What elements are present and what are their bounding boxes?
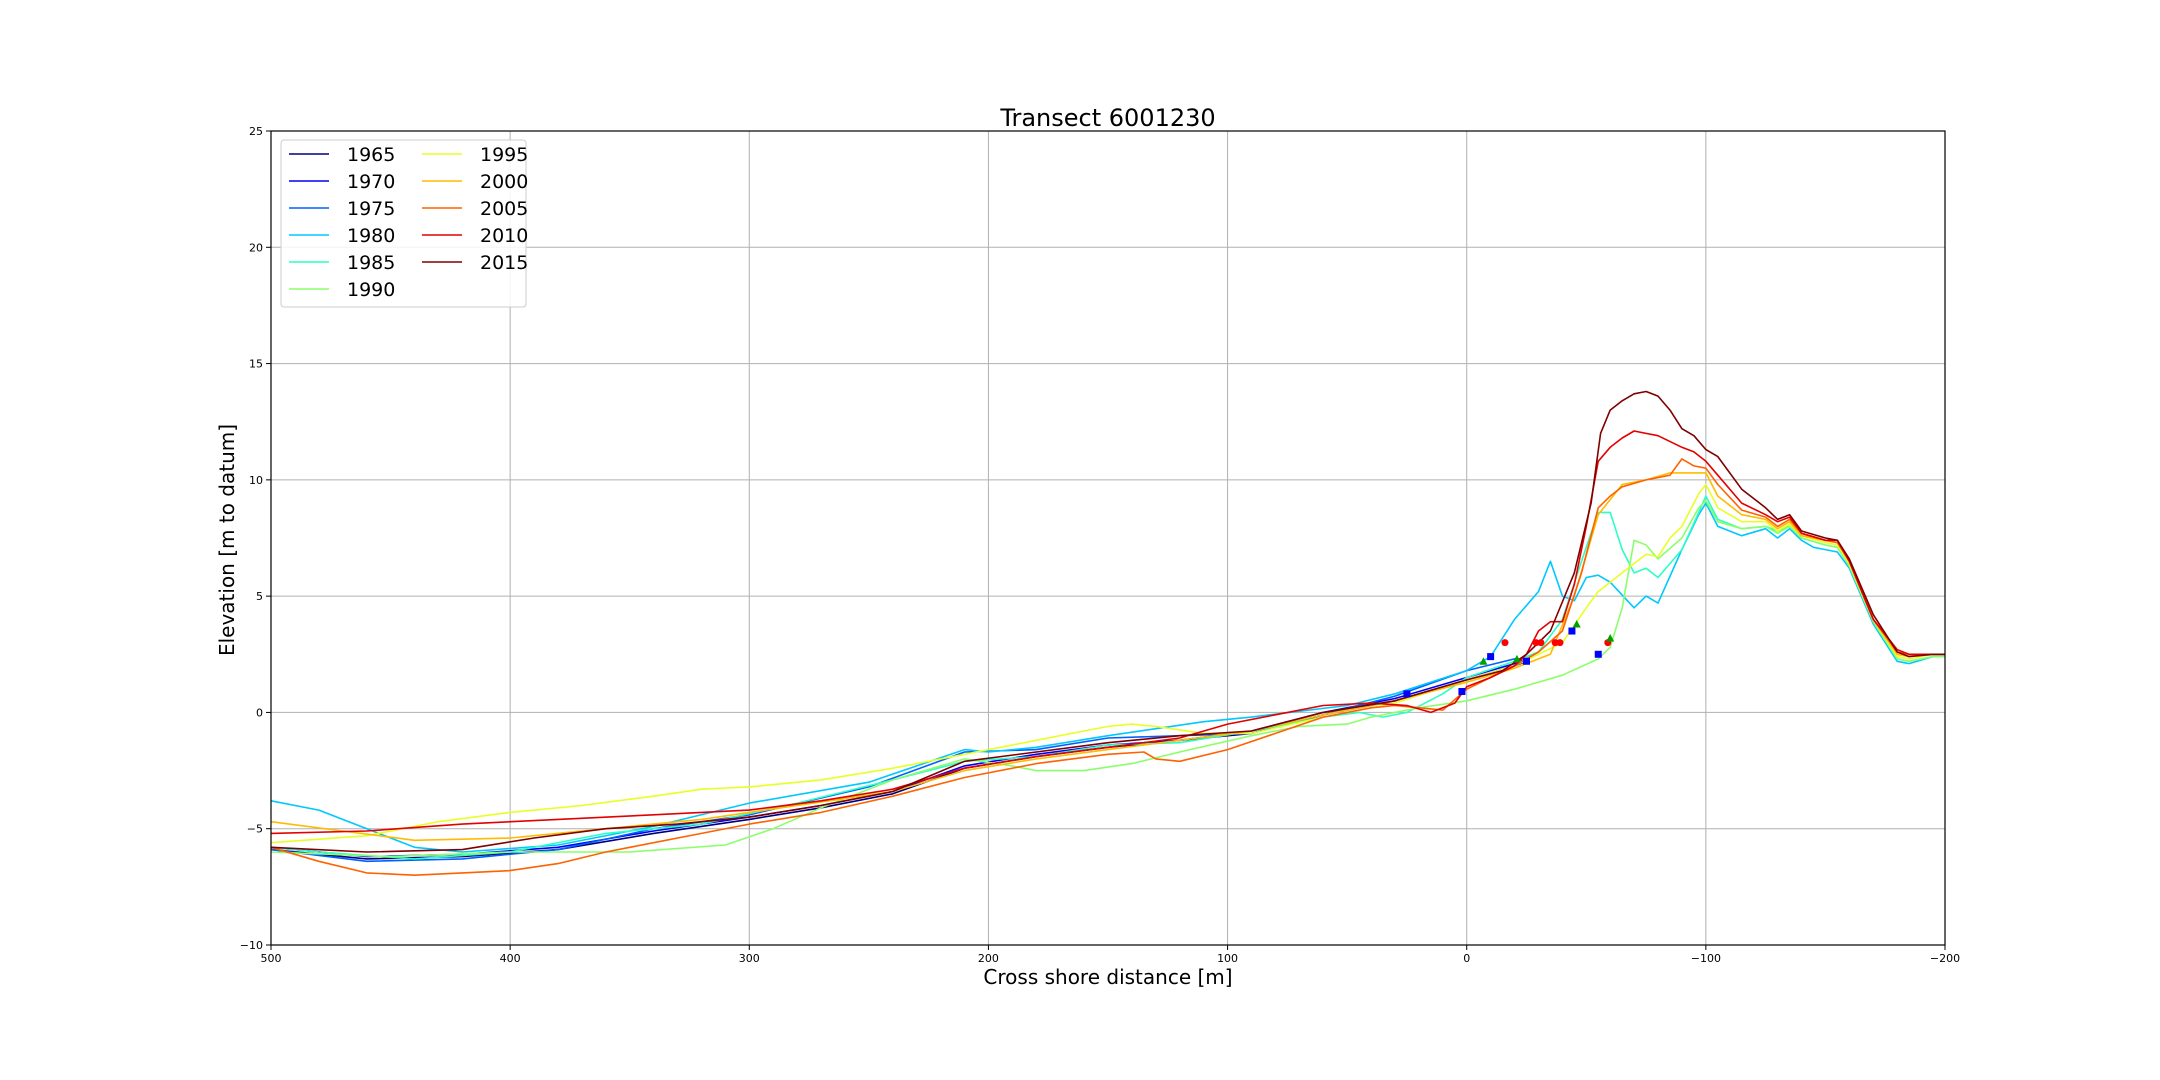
square-marker — [1523, 657, 1530, 665]
y-tick-label: 0 — [256, 706, 263, 719]
legend-label-1985: 1985 — [347, 252, 395, 274]
legend-label-2000: 2000 — [480, 171, 528, 193]
square-marker — [1458, 687, 1466, 695]
circle-marker — [1501, 639, 1509, 647]
circle-marker — [1532, 639, 1540, 647]
legend-label-2010: 2010 — [480, 225, 528, 247]
y-tick-label: 10 — [249, 474, 263, 487]
x-tick-label: 400 — [500, 952, 521, 965]
plot-area — [270, 390, 1945, 876]
legend-label-1980: 1980 — [347, 225, 395, 247]
legend-label-2015: 2015 — [480, 252, 528, 274]
legend-box — [280, 139, 527, 308]
series-line-1990 — [270, 500, 1945, 858]
legend-label-2005: 2005 — [480, 198, 528, 220]
y-tick-label: −10 — [240, 939, 263, 952]
legend-label-1990: 1990 — [347, 279, 395, 301]
marker-layer — [1403, 620, 1615, 698]
x-tick-label: −100 — [1691, 952, 1721, 965]
axes-frame — [270, 130, 1946, 946]
legend-label-1970: 1970 — [347, 171, 395, 193]
y-axis-label: Elevation [m to datum] — [215, 424, 239, 656]
x-tick-label: 200 — [978, 952, 999, 965]
triangle-marker — [1512, 654, 1521, 663]
y-axis: −10 −5 0 5 10 15 20 25 — [240, 125, 271, 952]
square-marker — [1594, 650, 1602, 658]
legend-label-1975: 1975 — [347, 198, 395, 220]
x-tick-label: −200 — [1930, 952, 1960, 965]
square-marker — [1487, 653, 1495, 661]
x-tick-label: 100 — [1217, 952, 1238, 965]
square-marker — [1568, 627, 1576, 635]
circle-marker — [1556, 639, 1564, 647]
triangle-marker — [1606, 634, 1615, 642]
circle-marker — [1537, 639, 1545, 647]
series-line-2010 — [270, 430, 1945, 835]
series-line-2015 — [270, 390, 1945, 853]
legend-label-1965: 1965 — [347, 144, 395, 166]
x-tick-label: 0 — [1463, 952, 1470, 965]
y-tick-label: −5 — [247, 823, 263, 836]
circle-marker — [1551, 639, 1559, 647]
triangle-marker — [1479, 657, 1488, 665]
x-tick-label: 500 — [261, 952, 282, 965]
square-marker — [1403, 690, 1411, 698]
triangle-marker — [1572, 620, 1581, 628]
x-axis-label: Cross shore distance [m] — [983, 965, 1232, 989]
y-tick-label: 15 — [249, 358, 263, 371]
legend: 1965 1970 1975 1980 1985 1990 1995 2000 2005 2010… — [280, 139, 528, 308]
y-tick-label: 20 — [249, 241, 263, 254]
legend-label-1995: 1995 — [480, 144, 528, 166]
x-axis: 500 400 300 200 100 0 −100 −200 — [261, 945, 1960, 965]
x-tick-label: 300 — [739, 952, 760, 965]
y-tick-label: 25 — [249, 125, 263, 138]
chart-title: Transect 6001230 — [999, 104, 1215, 132]
y-tick-label: 5 — [256, 590, 263, 603]
